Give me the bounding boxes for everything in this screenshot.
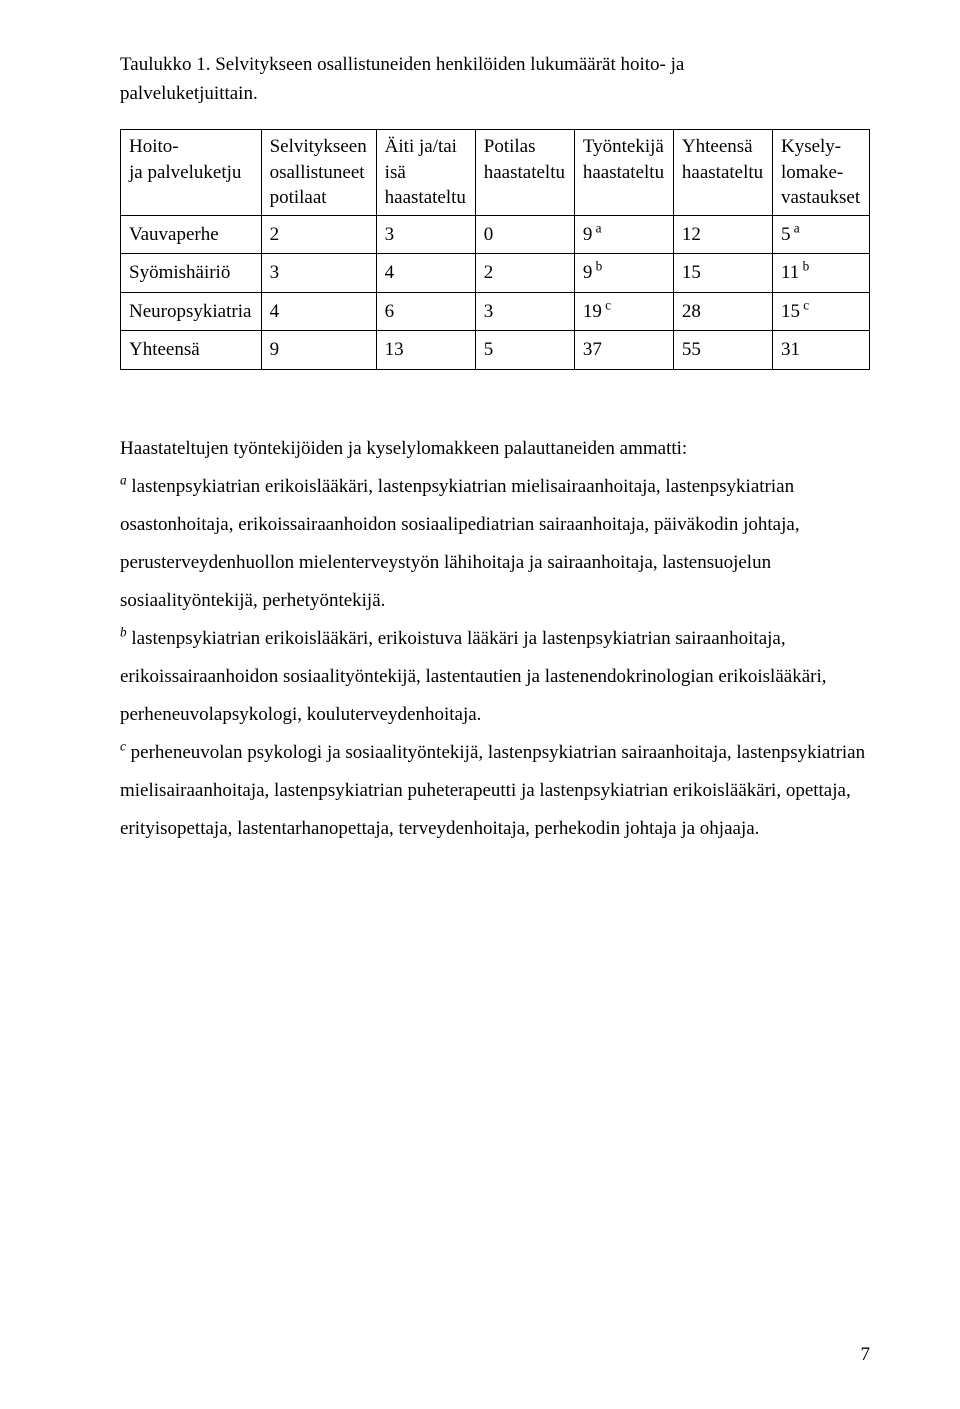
cell: 6	[376, 292, 475, 330]
table-body: Vauvaperhe2309 a125 aSyömishäiriö3429 b1…	[121, 215, 870, 369]
h: Hoito-	[129, 136, 179, 157]
caption-line-1: Taulukko 1. Selvitykseen osallistuneiden…	[120, 54, 684, 75]
footnote-a-sup: a	[120, 472, 127, 487]
cell: 5 a	[772, 215, 869, 253]
h: Selvitykseen	[270, 136, 367, 157]
cell-sup: a	[592, 220, 601, 235]
cell-sup: c	[602, 297, 611, 312]
cell-sup: b	[592, 259, 602, 274]
cell: 9 a	[574, 215, 673, 253]
cell-sup: b	[799, 259, 809, 274]
cell: 0	[475, 215, 574, 253]
footnotes-block: Haastateltujen työntekijöiden ja kyselyl…	[120, 430, 870, 848]
h: isä	[385, 162, 406, 183]
page-number: 7	[861, 1340, 871, 1369]
cell: 28	[673, 292, 772, 330]
cell-sup: c	[800, 297, 809, 312]
row-label: Yhteensä	[121, 331, 262, 369]
cell: 55	[673, 331, 772, 369]
col-header-chain: Hoito- ja palveluketju	[121, 129, 262, 215]
h: potilaat	[270, 187, 327, 208]
h: Äiti ja/tai	[385, 136, 457, 157]
col-header-patient: Potilas haastateltu	[475, 129, 574, 215]
footnote-a-text: lastenpsykiatrian erikoislääkäri, lasten…	[120, 476, 800, 611]
footnote-b-sup: b	[120, 624, 127, 639]
cell: 37	[574, 331, 673, 369]
h: haastateltu	[583, 162, 664, 183]
caption-line-2: palveluketjuittain.	[120, 83, 258, 104]
h: Kysely-	[781, 136, 841, 157]
cell: 15 c	[772, 292, 869, 330]
footnote-c: c perheneuvolan psykologi ja sosiaalityö…	[120, 734, 870, 848]
col-header-participants: Selvitykseen osallistuneet potilaat	[261, 129, 376, 215]
cell: 12	[673, 215, 772, 253]
cell: 3	[376, 215, 475, 253]
cell: 13	[376, 331, 475, 369]
h: haastateltu	[385, 187, 466, 208]
footnote-a: a lastenpsykiatrian erikoislääkäri, last…	[120, 468, 870, 620]
table-row: Yhteensä9135375531	[121, 331, 870, 369]
table-header-row: Hoito- ja palveluketju Selvitykseen osal…	[121, 129, 870, 215]
footnote-b: b lastenpsykiatrian erikoislääkäri, erik…	[120, 620, 870, 734]
col-header-survey: Kysely- lomake- vastaukset	[772, 129, 869, 215]
table-caption: Taulukko 1. Selvitykseen osallistuneiden…	[120, 50, 870, 109]
cell: 5	[475, 331, 574, 369]
cell: 9	[261, 331, 376, 369]
cell: 9 b	[574, 254, 673, 292]
col-header-employee: Työntekijä haastateltu	[574, 129, 673, 215]
h: Työntekijä	[583, 136, 664, 157]
h: lomake-	[781, 162, 843, 183]
table-row: Vauvaperhe2309 a125 a	[121, 215, 870, 253]
footnote-intro: Haastateltujen työntekijöiden ja kyselyl…	[120, 430, 870, 468]
footnote-b-text: lastenpsykiatrian erikoislääkäri, erikoi…	[120, 628, 827, 725]
h: vastaukset	[781, 187, 860, 208]
cell: 3	[261, 254, 376, 292]
table-row: Neuropsykiatria46319 c2815 c	[121, 292, 870, 330]
cell: 15	[673, 254, 772, 292]
document-page: Taulukko 1. Selvitykseen osallistuneiden…	[0, 0, 960, 1409]
row-label: Vauvaperhe	[121, 215, 262, 253]
cell: 11 b	[772, 254, 869, 292]
cell: 4	[261, 292, 376, 330]
data-table: Hoito- ja palveluketju Selvitykseen osal…	[120, 129, 870, 370]
cell: 3	[475, 292, 574, 330]
cell: 2	[475, 254, 574, 292]
h: osallistuneet	[270, 162, 365, 183]
cell-sup: a	[790, 220, 799, 235]
table-row: Syömishäiriö3429 b1511 b	[121, 254, 870, 292]
cell: 2	[261, 215, 376, 253]
h: ja palveluketju	[129, 162, 241, 183]
cell: 4	[376, 254, 475, 292]
cell: 19 c	[574, 292, 673, 330]
h: Potilas	[484, 136, 536, 157]
h: haastateltu	[682, 162, 763, 183]
row-label: Neuropsykiatria	[121, 292, 262, 330]
h: Yhteensä	[682, 136, 753, 157]
footnote-c-text: perheneuvolan psykologi ja sosiaalityönt…	[120, 742, 865, 839]
h: haastateltu	[484, 162, 565, 183]
row-label: Syömishäiriö	[121, 254, 262, 292]
col-header-total: Yhteensä haastateltu	[673, 129, 772, 215]
col-header-parent: Äiti ja/tai isä haastateltu	[376, 129, 475, 215]
cell: 31	[772, 331, 869, 369]
